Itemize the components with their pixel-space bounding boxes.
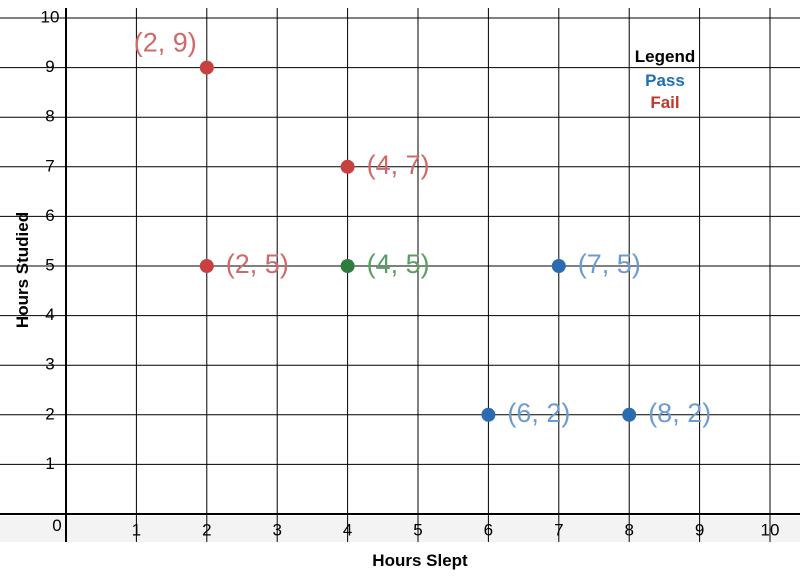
- y-axis-title: Hours Studied: [13, 212, 32, 328]
- data-point: [199, 259, 214, 273]
- x-axis-band: [0, 516, 800, 542]
- x-tick-label: 8: [624, 520, 633, 539]
- data-point: [622, 407, 637, 422]
- point-label: (7, 5): [578, 249, 641, 279]
- data-point: [551, 259, 566, 273]
- x-tick-label: 10: [761, 520, 780, 539]
- y-tick-label: 9: [45, 57, 54, 76]
- point-label: (4, 5): [367, 249, 430, 279]
- data-point: [340, 259, 355, 273]
- data-point: [340, 159, 355, 174]
- data-point: [199, 60, 214, 75]
- point-label: (8, 2): [648, 398, 711, 428]
- x-tick-label: 2: [202, 520, 211, 539]
- point-label: (2, 5): [226, 249, 289, 279]
- legend-entry-pass: Pass: [645, 71, 685, 90]
- x-tick-label: 5: [413, 520, 422, 539]
- legend-title: Legend: [635, 47, 695, 66]
- x-tick-label: 3: [272, 520, 281, 539]
- y-tick-label: 3: [45, 355, 54, 374]
- point-label: (2, 9): [134, 28, 197, 58]
- x-tick-label: 4: [343, 520, 352, 539]
- y-tick-label: 8: [45, 107, 54, 126]
- data-point: [481, 407, 496, 422]
- x-axis-title: Hours Slept: [372, 551, 468, 570]
- y-tick-label: 2: [45, 404, 54, 423]
- y-tick-label: 10: [41, 7, 60, 26]
- x-tick-label: 1: [132, 520, 141, 539]
- data-points: (2, 9) (4, 7) (2, 5) (4, 5) (7, 5) (6, 2) (8, …: [134, 28, 711, 428]
- y-tick-label: 1: [45, 454, 54, 473]
- x-tick-label: 7: [554, 520, 563, 539]
- y-tick-label: 4: [45, 305, 54, 324]
- y-tick-label: 7: [45, 156, 54, 175]
- grid: [0, 8, 800, 542]
- x-tick-label: 6: [484, 520, 493, 539]
- y-tick-label: 5: [45, 255, 54, 274]
- origin-label: 0: [52, 516, 61, 535]
- x-tick-label: 9: [695, 520, 704, 539]
- legend: Legend Pass Fail: [635, 47, 695, 112]
- point-label: (6, 2): [507, 398, 570, 428]
- y-tick-label: 6: [45, 206, 54, 225]
- legend-entry-fail: Fail: [650, 93, 679, 112]
- point-label: (4, 7): [367, 150, 430, 180]
- tick-labels: 1 2 3 4 5 6 7 8 9 10 1 2 3 4 5 6 7 8 9 10: [41, 7, 780, 539]
- axes: [0, 8, 800, 542]
